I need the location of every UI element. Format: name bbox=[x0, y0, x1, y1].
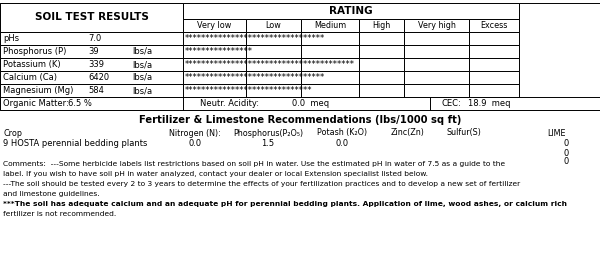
Bar bbox=[183, 32, 246, 45]
Bar bbox=[469, 84, 519, 97]
Text: 584: 584 bbox=[88, 86, 104, 95]
Text: lbs/a: lbs/a bbox=[132, 47, 152, 56]
Text: 39: 39 bbox=[88, 47, 98, 56]
Text: Low: Low bbox=[266, 21, 281, 30]
Bar bbox=[0, 84, 183, 97]
Bar bbox=[469, 32, 519, 45]
Bar bbox=[0, 32, 183, 45]
Bar bbox=[246, 45, 301, 58]
Bar bbox=[359, 58, 404, 71]
Bar bbox=[0, 97, 600, 110]
Bar bbox=[469, 71, 519, 84]
Bar bbox=[246, 32, 301, 45]
Text: CEC:: CEC: bbox=[442, 99, 462, 108]
Bar bbox=[0, 58, 183, 71]
Bar bbox=[469, 19, 519, 32]
Bar bbox=[404, 32, 469, 45]
Text: Nitrogen (N):: Nitrogen (N): bbox=[169, 129, 221, 138]
Text: Very high: Very high bbox=[418, 21, 455, 30]
Text: *********************************: ********************************* bbox=[185, 73, 325, 82]
Bar bbox=[0, 3, 183, 32]
Bar bbox=[301, 71, 359, 84]
Text: *********************************: ********************************* bbox=[185, 34, 325, 43]
Text: Comments:  ---Some herbicide labels list restrictions based on soil pH in water.: Comments: ---Some herbicide labels list … bbox=[3, 161, 505, 167]
Text: Excess: Excess bbox=[481, 21, 508, 30]
Bar bbox=[0, 45, 183, 58]
Bar bbox=[301, 58, 359, 71]
Bar bbox=[246, 19, 301, 32]
Text: 0.0  meq: 0.0 meq bbox=[292, 99, 329, 108]
Text: Medium: Medium bbox=[314, 21, 346, 30]
Bar bbox=[469, 58, 519, 71]
Text: 9 HOSTA perennial bedding plants: 9 HOSTA perennial bedding plants bbox=[3, 139, 148, 149]
Text: Crop: Crop bbox=[3, 129, 22, 138]
Text: label. If you wish to have soil pH in water analyzed, contact your dealer or loc: label. If you wish to have soil pH in wa… bbox=[3, 171, 428, 177]
Text: LIME: LIME bbox=[547, 129, 565, 138]
Text: pHs: pHs bbox=[3, 34, 19, 43]
Text: Potassium (K): Potassium (K) bbox=[3, 60, 61, 69]
Text: Neutr. Acidity:: Neutr. Acidity: bbox=[200, 99, 259, 108]
Bar bbox=[183, 58, 246, 71]
Bar bbox=[469, 45, 519, 58]
Bar bbox=[404, 45, 469, 58]
Bar bbox=[246, 84, 301, 97]
Bar bbox=[0, 71, 183, 84]
Text: RATING: RATING bbox=[329, 6, 373, 16]
Bar bbox=[246, 71, 301, 84]
Bar bbox=[183, 19, 246, 32]
Text: ***The soil has adequate calcium and an adequate pH for perennial bedding plants: ***The soil has adequate calcium and an … bbox=[3, 201, 567, 207]
Text: 6420: 6420 bbox=[88, 73, 109, 82]
Text: Magnesium (Mg): Magnesium (Mg) bbox=[3, 86, 73, 95]
Text: ****************************************: **************************************** bbox=[185, 60, 355, 69]
Bar bbox=[404, 19, 469, 32]
Text: fertilizer is not recommended.: fertilizer is not recommended. bbox=[3, 211, 116, 217]
Text: 339: 339 bbox=[88, 60, 104, 69]
Bar bbox=[183, 45, 246, 58]
Text: 7.0: 7.0 bbox=[88, 34, 101, 43]
Bar bbox=[404, 84, 469, 97]
Bar bbox=[359, 19, 404, 32]
Text: Phosphorus(P₂O₅): Phosphorus(P₂O₅) bbox=[233, 129, 303, 138]
Text: 1.5: 1.5 bbox=[262, 139, 275, 149]
Text: 0.0: 0.0 bbox=[335, 139, 349, 149]
Text: ******************************: ****************************** bbox=[185, 86, 313, 95]
Text: ****************: **************** bbox=[185, 47, 253, 56]
Bar bbox=[359, 32, 404, 45]
Bar bbox=[404, 71, 469, 84]
Bar bbox=[0, 3, 600, 110]
Text: Fertilizer & Limestone Recommendations (lbs/1000 sq ft): Fertilizer & Limestone Recommendations (… bbox=[139, 115, 461, 125]
Bar bbox=[183, 71, 246, 84]
Bar bbox=[301, 84, 359, 97]
Text: Zinc(Zn): Zinc(Zn) bbox=[391, 129, 425, 138]
Text: lbs/a: lbs/a bbox=[132, 60, 152, 69]
Text: 6.5 %: 6.5 % bbox=[68, 99, 92, 108]
Text: Sulfur(S): Sulfur(S) bbox=[446, 129, 481, 138]
Bar bbox=[183, 3, 519, 19]
Text: 0: 0 bbox=[563, 158, 569, 166]
Text: Very low: Very low bbox=[197, 21, 232, 30]
Bar bbox=[404, 58, 469, 71]
Text: 0: 0 bbox=[563, 149, 569, 158]
Text: ---The soil should be tested every 2 to 3 years to determine the effects of your: ---The soil should be tested every 2 to … bbox=[3, 181, 520, 187]
Bar bbox=[301, 45, 359, 58]
Text: Organic Matter:: Organic Matter: bbox=[3, 99, 69, 108]
Text: 18.9  meq: 18.9 meq bbox=[468, 99, 511, 108]
Text: Phosphorus (P): Phosphorus (P) bbox=[3, 47, 67, 56]
Bar bbox=[183, 84, 246, 97]
Bar bbox=[359, 45, 404, 58]
Text: lbs/a: lbs/a bbox=[132, 86, 152, 95]
Text: 0: 0 bbox=[563, 139, 569, 149]
Bar bbox=[359, 71, 404, 84]
Bar bbox=[301, 32, 359, 45]
Text: High: High bbox=[373, 21, 391, 30]
Text: and limestone guidelines.: and limestone guidelines. bbox=[3, 191, 100, 197]
Text: SOIL TEST RESULTS: SOIL TEST RESULTS bbox=[35, 13, 148, 23]
Text: Calcium (Ca): Calcium (Ca) bbox=[3, 73, 57, 82]
Text: Potash (K₂O): Potash (K₂O) bbox=[317, 129, 367, 138]
Text: 0.0: 0.0 bbox=[188, 139, 202, 149]
Bar bbox=[301, 19, 359, 32]
Text: lbs/a: lbs/a bbox=[132, 73, 152, 82]
Bar bbox=[246, 58, 301, 71]
Bar bbox=[359, 84, 404, 97]
